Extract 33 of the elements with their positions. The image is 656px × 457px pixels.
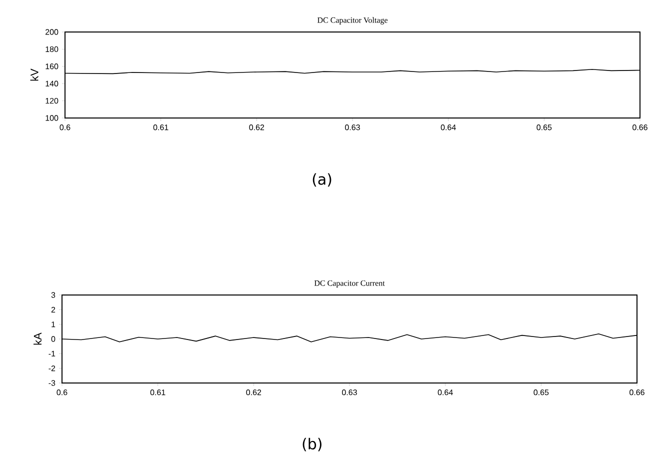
x-tick-label: 0.66 — [632, 124, 648, 130]
x-tick-label: 0.6 — [56, 390, 68, 396]
y-tick-label: -2 — [48, 366, 56, 372]
y-tick-label: 140 — [46, 80, 58, 86]
y-tick-label: -3 — [48, 380, 56, 386]
x-tick-label: 0.63 — [342, 390, 357, 396]
y-tick-label: 1 — [52, 322, 56, 328]
y-tick-label: 160 — [46, 64, 58, 70]
y-axis-title: kV — [30, 68, 38, 81]
x-tick-label: 0.61 — [150, 390, 166, 396]
x-tick-label: 0.64 — [438, 390, 453, 396]
y-tick-label: 3 — [51, 292, 56, 298]
x-tick-label: 0.61 — [153, 124, 168, 130]
y-tick-label: 200 — [46, 29, 58, 35]
x-tick-label: 0.6 — [60, 124, 70, 130]
y-tick-label: 180 — [46, 46, 58, 52]
y-tick-label: 100 — [46, 115, 58, 121]
x-tick-label: 0.63 — [345, 124, 360, 130]
chart-title: DC Capacitor Current — [314, 280, 385, 288]
y-tick-label: 120 — [46, 98, 58, 104]
text: (a) — [312, 173, 332, 187]
x-tick-label: 0.66 — [630, 390, 644, 396]
y-axis-title: kA — [34, 332, 42, 345]
y-tick-label: -1 — [48, 350, 56, 356]
chart-title: DC Capacitor Voltage — [317, 17, 388, 24]
x-tick-label: 0.65 — [534, 390, 549, 396]
x-tick-label: 0.62 — [246, 390, 262, 396]
x-tick-label: 0.64 — [440, 124, 456, 130]
x-tick-label: 0.65 — [536, 124, 552, 130]
y-tick-label: 0 — [51, 336, 56, 342]
x-tick-label: 0.62 — [249, 124, 264, 130]
text: (b) — [302, 438, 322, 452]
y-tick-label: 2 — [51, 306, 56, 312]
